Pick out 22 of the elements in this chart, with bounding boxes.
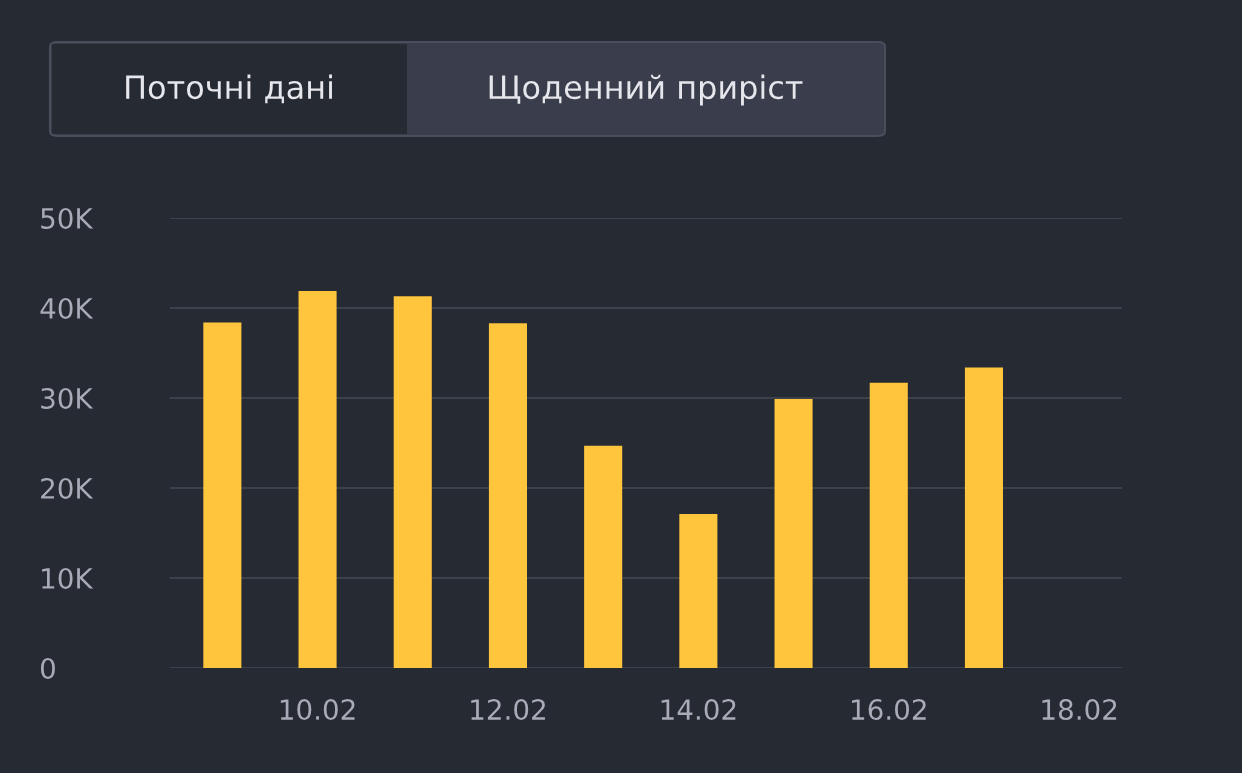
x-tick-label: 10.02: [280, 699, 355, 721]
y-tick-label: 30K: [41, 387, 94, 409]
y-tick-label: 0: [40, 657, 55, 679]
bar: [774, 398, 813, 668]
y-tick-label: 40K: [40, 297, 94, 319]
y-tick-label: 20K: [41, 477, 94, 499]
bar: [679, 514, 718, 668]
bar: [869, 382, 908, 668]
text: Поточні дані: [126, 74, 332, 104]
y-tick-label: 10K: [42, 567, 94, 589]
x-tick-label: 18.02: [1042, 699, 1117, 721]
bar: [964, 367, 1003, 668]
text: Щоденний приріст: [489, 74, 803, 106]
bar: [488, 323, 527, 668]
x-tick-label: 16.02: [852, 699, 926, 721]
bar: [298, 290, 337, 668]
bar: [203, 322, 242, 668]
x-tick-label: 12.02: [471, 699, 545, 721]
bar: [393, 296, 432, 668]
bar: [584, 445, 623, 668]
y-tick-label: 50K: [41, 207, 94, 229]
x-tick-label: 14.02: [661, 699, 736, 721]
